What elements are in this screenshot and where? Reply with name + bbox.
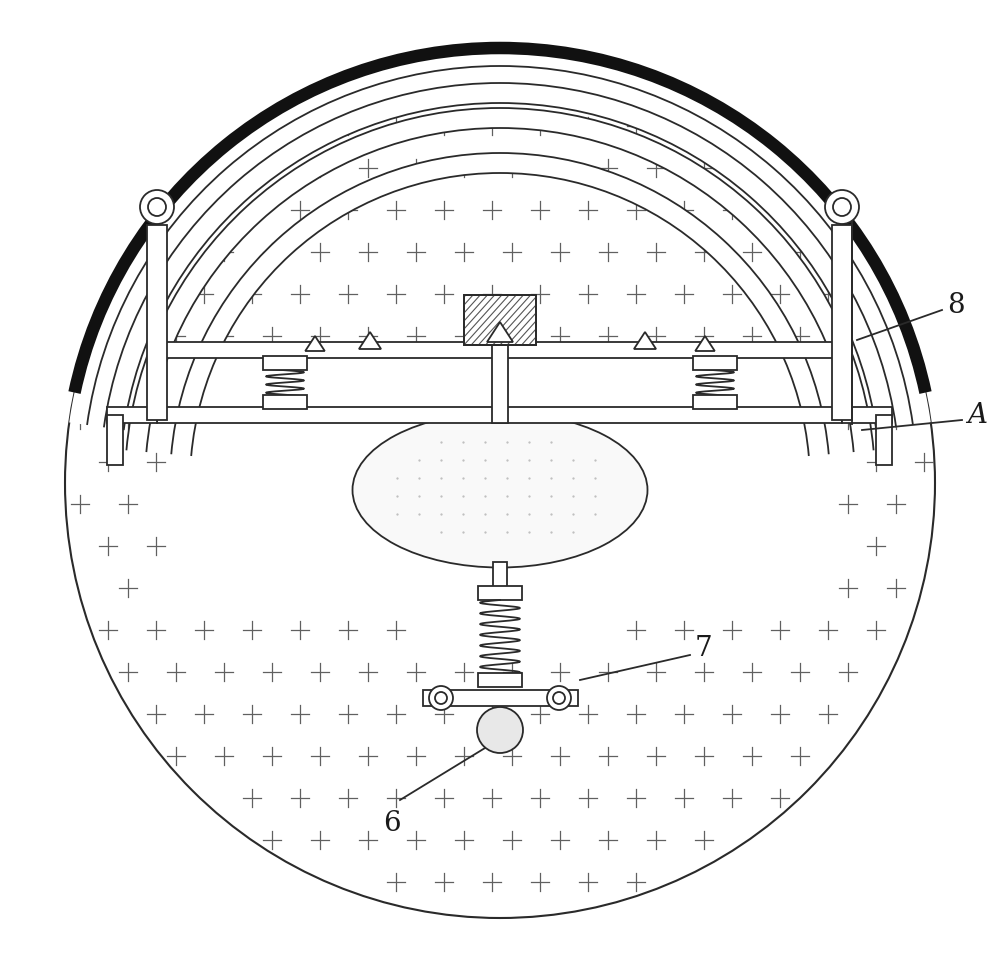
Bar [832,225,852,420]
Polygon shape [126,108,874,452]
Ellipse shape [352,413,648,567]
Circle shape [435,692,447,704]
Polygon shape [171,153,829,456]
Bar [478,673,522,687]
Text: 8: 8 [947,291,965,318]
Bar [157,407,842,423]
Circle shape [65,48,935,918]
Polygon shape [305,336,325,351]
Bar [147,225,167,420]
Polygon shape [695,336,715,351]
Polygon shape [487,322,513,342]
Bar [263,356,307,370]
Bar [263,395,307,409]
Bar [464,295,536,345]
Bar [876,415,892,465]
Bar [107,415,123,465]
Text: A: A [967,401,987,428]
Text: 7: 7 [695,634,713,661]
Bar [842,407,892,423]
Circle shape [429,686,453,710]
Circle shape [553,692,565,704]
Bar [693,395,737,409]
Bar [464,295,536,345]
Bar [478,586,522,600]
Bar [423,690,578,706]
Bar [693,356,737,370]
Bar [492,345,508,423]
Circle shape [477,707,523,753]
Bar [107,407,157,423]
Circle shape [547,686,571,710]
Bar [157,342,842,358]
Circle shape [140,190,174,224]
Circle shape [833,198,851,216]
Bar [493,562,507,595]
Polygon shape [69,48,931,430]
Polygon shape [359,332,381,349]
Polygon shape [634,332,656,349]
Circle shape [148,198,166,216]
Circle shape [825,190,859,224]
Text: 6: 6 [383,810,401,836]
